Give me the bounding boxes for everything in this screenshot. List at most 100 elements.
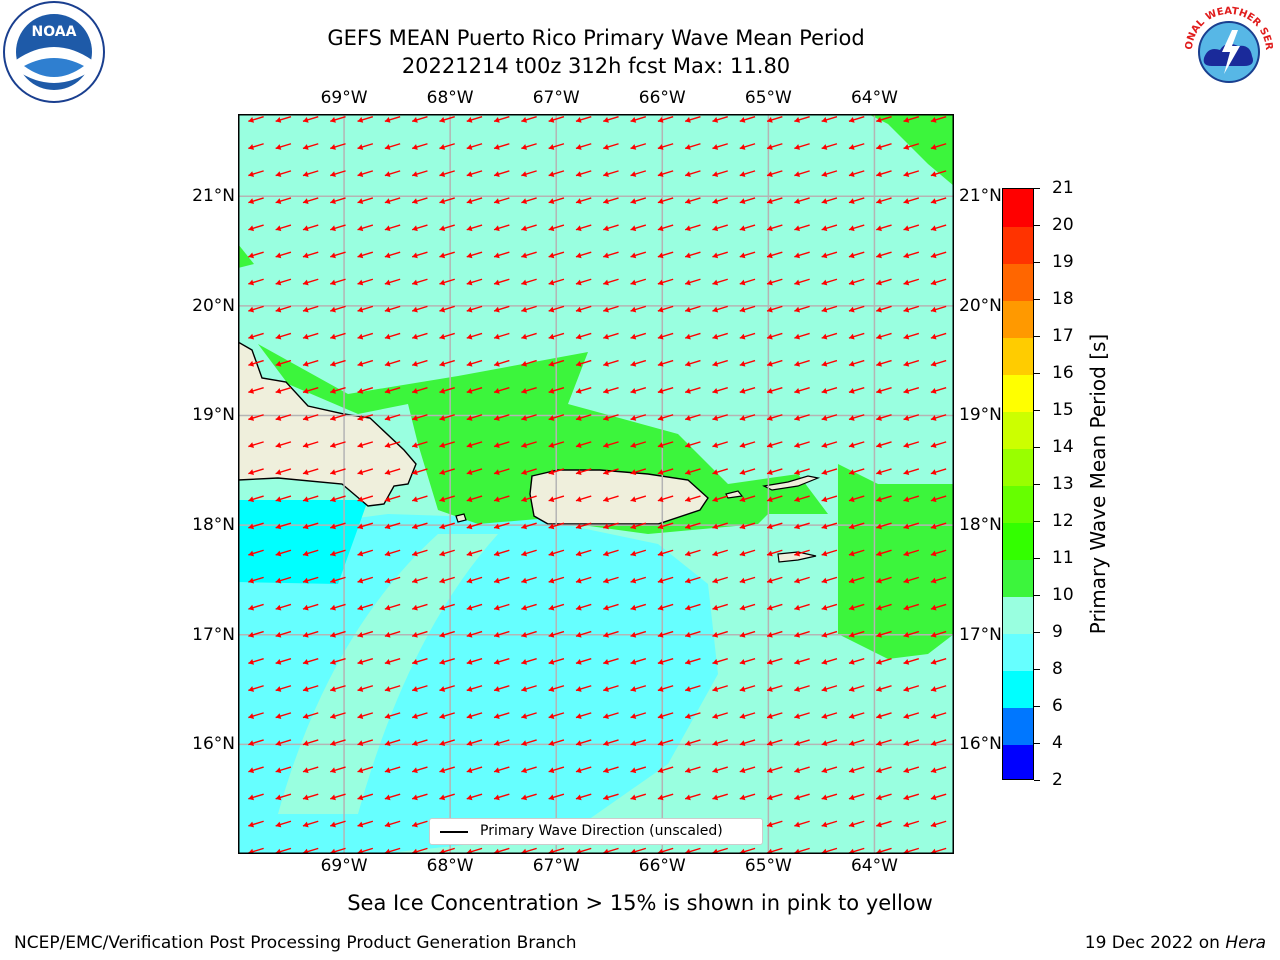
colorbar-tick-mark bbox=[1034, 188, 1040, 189]
colorbar-tick-mark bbox=[1034, 632, 1040, 633]
wave-arrow bbox=[439, 549, 455, 557]
wave-arrow bbox=[603, 115, 619, 123]
wave-arrow bbox=[657, 305, 674, 313]
wave-arrow bbox=[521, 576, 537, 584]
wave-arrow bbox=[876, 305, 892, 313]
colorbar-tick-label: 9 bbox=[1052, 622, 1063, 642]
wave-arrow bbox=[493, 630, 510, 638]
wave-arrow bbox=[302, 224, 319, 232]
wave-arrow bbox=[521, 441, 537, 448]
land-virgin-islands bbox=[762, 475, 821, 491]
wave-arrow bbox=[248, 793, 264, 801]
wave-arrow bbox=[712, 359, 728, 367]
wave-arrow bbox=[548, 278, 565, 286]
colorbar-tick-mark bbox=[1034, 669, 1040, 670]
wave-arrow bbox=[794, 197, 810, 205]
wave-arrow bbox=[739, 224, 756, 232]
latitude-label: 18°N bbox=[959, 515, 1002, 536]
wave-arrow bbox=[521, 739, 537, 747]
wave-arrow bbox=[657, 576, 674, 584]
colorbar-tick-label: 12 bbox=[1052, 511, 1074, 531]
wave-arrow bbox=[439, 305, 455, 313]
wave-arrow bbox=[330, 630, 346, 638]
wave-arrow bbox=[766, 793, 783, 801]
wave-arrow bbox=[466, 549, 483, 557]
map-border bbox=[238, 114, 954, 854]
wave-arrow bbox=[712, 224, 728, 232]
wave-arrow bbox=[384, 495, 401, 503]
latitude-label: 21°N bbox=[959, 186, 1002, 207]
wave-arrow bbox=[603, 332, 619, 340]
colorbar-tick-label: 10 bbox=[1052, 585, 1074, 605]
land-mona bbox=[455, 513, 467, 523]
wave-arrow bbox=[275, 685, 292, 692]
wave-arrow bbox=[548, 657, 565, 665]
wave-arrow bbox=[466, 793, 483, 801]
wave-arrow bbox=[548, 386, 565, 394]
wave-arrow bbox=[548, 630, 565, 638]
wave-arrow bbox=[821, 766, 838, 774]
wave-arrow bbox=[302, 115, 319, 123]
wave-arrow bbox=[876, 278, 892, 286]
wave-arrow bbox=[466, 332, 483, 340]
wave-arrow bbox=[302, 495, 319, 503]
wave-arrow bbox=[903, 170, 920, 177]
wave-arrow bbox=[848, 630, 865, 638]
wave-arrow bbox=[411, 115, 428, 123]
wave-arrow bbox=[848, 793, 865, 801]
wave-arrow bbox=[930, 332, 947, 340]
wave-arrow bbox=[411, 359, 428, 367]
wave-arrow bbox=[821, 576, 838, 584]
wave-arrow bbox=[794, 603, 810, 611]
wave-arrow bbox=[548, 414, 565, 421]
wave-arrow bbox=[548, 766, 565, 774]
land-puerto-rico bbox=[529, 469, 709, 525]
wave-arrow bbox=[794, 468, 810, 476]
wave-arrow bbox=[794, 820, 810, 828]
wave-arrow bbox=[821, 495, 838, 503]
colorbar-segment bbox=[1003, 300, 1033, 338]
wave-arrow bbox=[330, 522, 346, 530]
wave-arrow bbox=[712, 251, 728, 259]
wave-arrow bbox=[821, 359, 838, 367]
wave-arrow bbox=[821, 224, 838, 232]
wave-arrow bbox=[876, 495, 892, 503]
wave-arrow bbox=[248, 170, 264, 177]
wave-arrow bbox=[466, 630, 483, 638]
wave-arrow bbox=[575, 115, 592, 123]
wave-arrow bbox=[821, 441, 838, 448]
wave-arrow bbox=[357, 820, 374, 828]
wave-arrow bbox=[930, 115, 947, 123]
chart-subtitle: 20221214 t00z 312h fcst Max: 11.80 bbox=[401, 54, 791, 78]
wave-arrow bbox=[766, 549, 783, 557]
wave-arrow bbox=[384, 224, 401, 232]
wave-arrow bbox=[384, 739, 401, 747]
wave-arrow bbox=[466, 657, 483, 665]
wave-arrow bbox=[575, 657, 592, 665]
latitude-label: 19°N bbox=[192, 405, 235, 426]
wave-arrow bbox=[794, 549, 810, 557]
wave-arrow bbox=[794, 712, 810, 719]
wave-arrow bbox=[684, 386, 701, 394]
longitude-label: 69°W bbox=[320, 88, 368, 108]
wave-arrow bbox=[521, 170, 537, 177]
wave-arrow bbox=[357, 495, 374, 503]
wave-arrow bbox=[630, 441, 647, 448]
wave-arrow bbox=[466, 224, 483, 232]
wave-arrow bbox=[930, 685, 947, 692]
wave-arrow bbox=[330, 495, 346, 503]
wave-arrow bbox=[739, 332, 756, 340]
wave-arrow bbox=[575, 522, 592, 530]
wave-arrow bbox=[302, 739, 319, 747]
wave-arrow bbox=[411, 522, 428, 530]
map-legend: Primary Wave Direction (unscaled) bbox=[429, 818, 763, 845]
wave-arrow bbox=[302, 143, 319, 150]
wave-arrow bbox=[876, 468, 892, 476]
wave-arrow bbox=[548, 115, 565, 123]
wave-arrow bbox=[275, 197, 292, 205]
latitude-label: 17°N bbox=[959, 624, 1002, 645]
wave-arrow bbox=[903, 603, 920, 611]
wave-arrow bbox=[794, 359, 810, 367]
wave-arrow bbox=[630, 170, 647, 177]
wave-arrow bbox=[357, 170, 374, 177]
